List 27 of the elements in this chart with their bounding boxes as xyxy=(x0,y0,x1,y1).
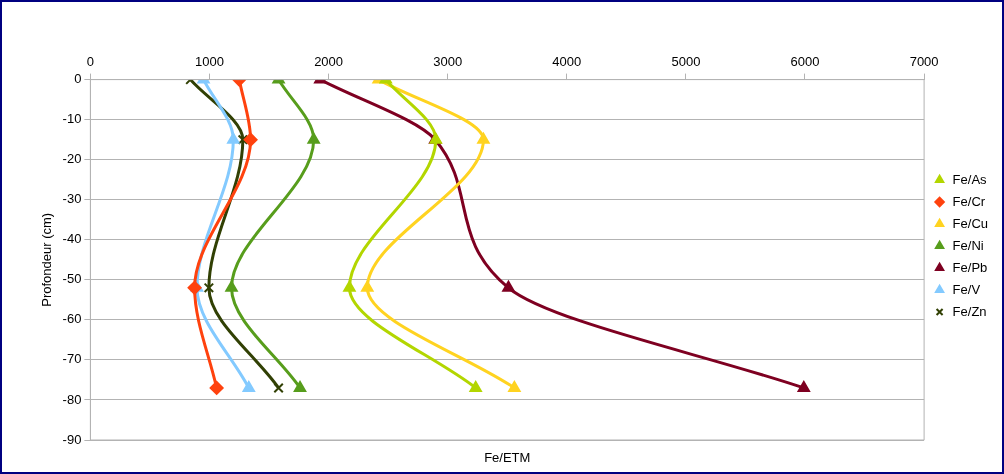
x-tick-label: 5000 xyxy=(671,54,701,70)
y-tick-label: -20 xyxy=(62,151,82,167)
y-axis-title: Profondeur (cm) xyxy=(39,212,55,307)
x-axis-title: Fe/ETM xyxy=(484,449,531,465)
y-tick-label: -80 xyxy=(62,391,82,407)
legend-label: Fe/Pb xyxy=(952,259,988,275)
x-tick-label: 2000 xyxy=(314,54,344,70)
x-tick-label: 3000 xyxy=(433,54,463,70)
y-tick-label: -50 xyxy=(62,271,82,287)
legend-label: Fe/V xyxy=(952,281,981,297)
legend-label: Fe/Zn xyxy=(952,303,987,319)
y-tick-label: -70 xyxy=(62,351,82,367)
y-tick-label: -90 xyxy=(62,431,82,447)
x-tick-label: 6000 xyxy=(790,54,820,70)
y-tick-label: -10 xyxy=(62,111,82,127)
y-tick-label: -30 xyxy=(62,191,82,207)
y-tick-label: -60 xyxy=(62,311,82,327)
y-tick-label: -40 xyxy=(62,231,82,247)
x-tick-label: 4000 xyxy=(552,54,582,70)
legend-label: Fe/As xyxy=(952,171,988,187)
x-tick-label: 7000 xyxy=(909,54,939,70)
x-tick-label: 0 xyxy=(86,54,95,70)
x-tick-label: 1000 xyxy=(195,54,224,70)
legend-label: Fe/Cr xyxy=(952,193,986,209)
legend-label: Fe/Cu xyxy=(952,215,989,231)
y-tick-label: 0 xyxy=(74,71,82,87)
legend-label: Fe/Ni xyxy=(952,237,984,253)
